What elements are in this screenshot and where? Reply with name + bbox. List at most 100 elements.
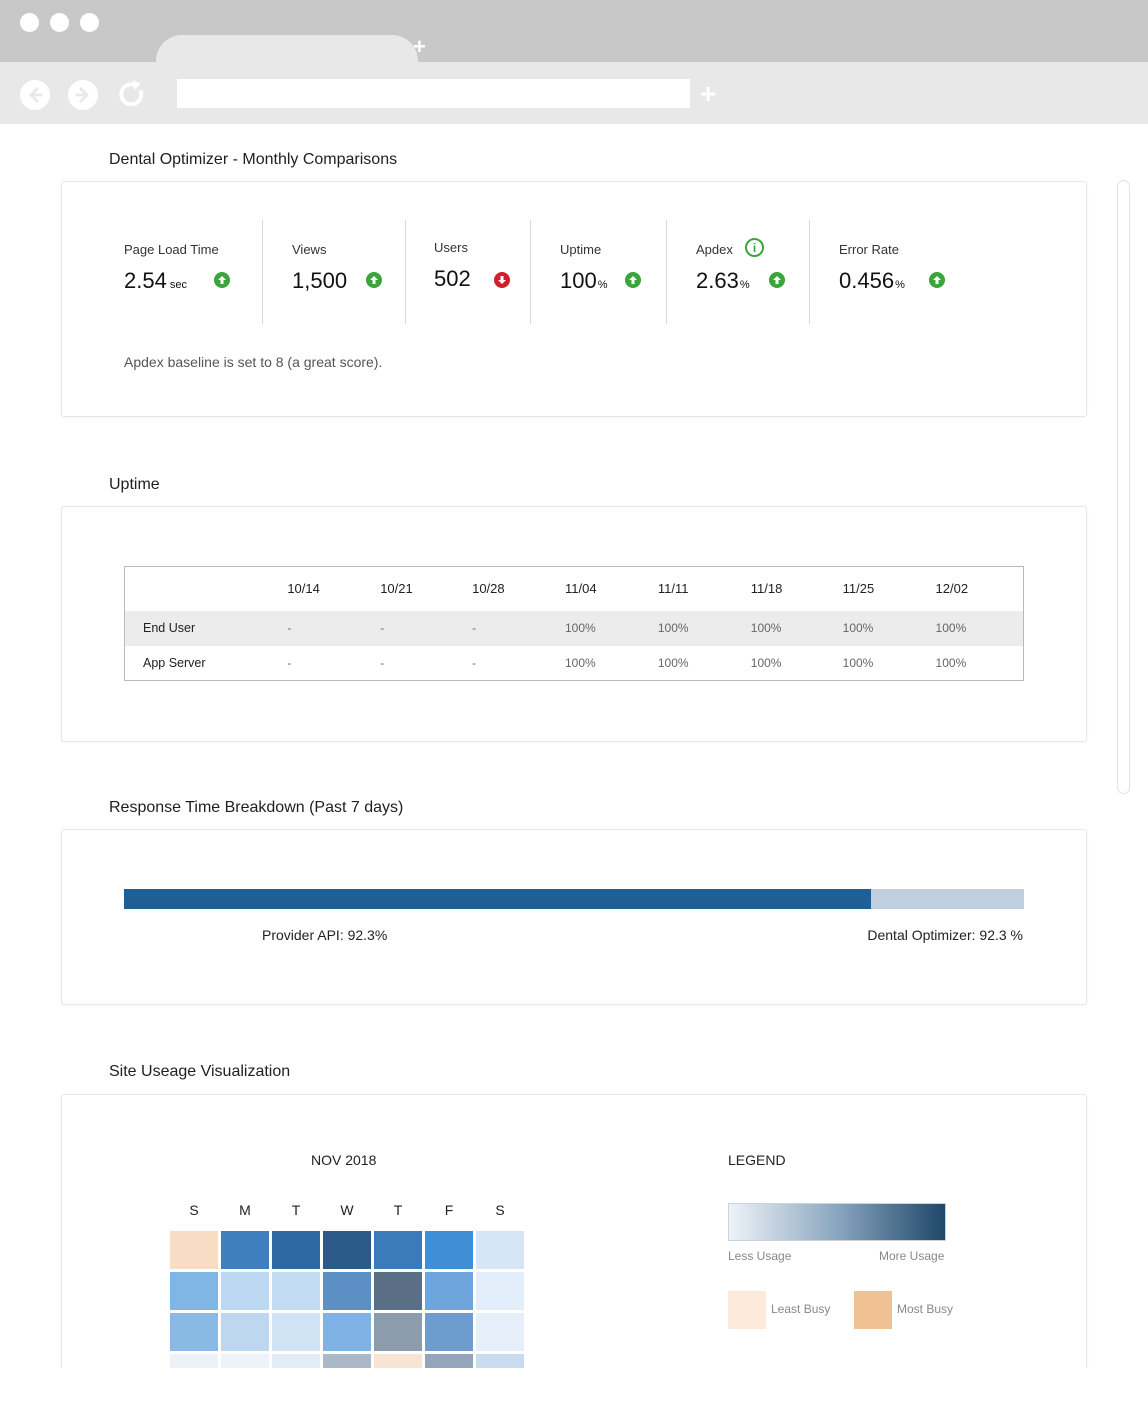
metric-error-rate: Error Rate 0.456%: [839, 222, 979, 324]
site-usage-title: Site Useage Visualization: [109, 1063, 291, 1080]
usage-gradient-legend: [728, 1203, 946, 1241]
metric-label: Page Load Time: [124, 242, 219, 257]
metric-divider: [809, 220, 810, 324]
table-cell: -: [380, 655, 385, 670]
calendar-day-cell[interactable]: [323, 1272, 371, 1310]
table-cell: 100%: [935, 610, 1024, 646]
metric-value: 100%: [560, 268, 608, 293]
response-time-bar: [124, 889, 1024, 909]
calendar-day-cell[interactable]: [425, 1272, 473, 1310]
table-cell: 100%: [657, 655, 689, 670]
table-cell: 100%: [750, 610, 843, 646]
trend-down-icon: [494, 272, 510, 288]
calendar-day-cell[interactable]: [221, 1313, 269, 1351]
table-cell: 100%: [564, 610, 658, 646]
calendar-day-cell[interactable]: [374, 1231, 422, 1269]
browser-tab[interactable]: [156, 35, 418, 63]
metric-page-load-time: Page Load Time 2.54 sec: [124, 222, 264, 324]
table-cell: 100%: [842, 655, 874, 670]
metric-label: Users: [434, 240, 468, 255]
calendar-day-cell[interactable]: [425, 1231, 473, 1269]
table-header: 10/28: [472, 581, 505, 597]
calendar-day-cell[interactable]: [272, 1272, 320, 1310]
reload-icon[interactable]: [116, 78, 148, 110]
table-header: 11/25: [842, 581, 875, 597]
table-cell: -: [287, 610, 381, 646]
new-tab-button[interactable]: +: [413, 34, 426, 59]
calendar-day-cell[interactable]: [221, 1272, 269, 1310]
calendar-day-cell[interactable]: [323, 1313, 371, 1351]
metric-uptime: Uptime 100%: [560, 222, 670, 324]
table-header: 11/18: [750, 581, 783, 597]
table-cell: -: [472, 610, 565, 646]
table-header: 12/02: [935, 581, 969, 597]
calendar-day-cell[interactable]: [323, 1231, 371, 1269]
metric-label: Uptime: [560, 242, 602, 257]
browser-titlebar: +: [0, 0, 1148, 63]
trend-up-icon: [625, 272, 641, 288]
calendar-day-cell[interactable]: [476, 1272, 524, 1310]
table-header: 10/14: [287, 581, 320, 597]
more-usage-label: More Usage: [879, 1249, 945, 1263]
table-cell: 100%: [564, 655, 596, 670]
table-header-empty: [125, 567, 288, 611]
metric-apdex: Apdex i 2.63%: [696, 222, 816, 324]
table-cell: 100%: [935, 655, 967, 670]
calendar-day-cell[interactable]: [272, 1313, 320, 1351]
most-busy-label: Most Busy: [897, 1302, 954, 1316]
calendar-day-cell[interactable]: [425, 1313, 473, 1351]
trend-up-icon: [769, 272, 785, 288]
row-label: End User: [124, 610, 288, 646]
forward-arrow-icon[interactable]: [68, 80, 98, 110]
calendar-day-cell[interactable]: [272, 1231, 320, 1269]
table-cell: 100%: [842, 610, 936, 646]
table-cell: -: [472, 655, 477, 670]
dental-optimizer-label: Dental Optimizer: 92.3 %: [867, 927, 1023, 943]
toolbar-add-button[interactable]: +: [700, 78, 717, 109]
metric-value: 2.54 sec: [124, 268, 187, 293]
table-cell: 100%: [657, 610, 751, 646]
table-header: 11/11: [657, 581, 689, 597]
calendar-day-cell[interactable]: [374, 1313, 422, 1351]
less-usage-label: Less Usage: [728, 1249, 792, 1263]
row-label: App Server: [143, 655, 206, 670]
back-arrow-icon[interactable]: [20, 80, 50, 110]
weekday-label: S: [189, 1202, 199, 1218]
info-icon[interactable]: i: [745, 238, 764, 257]
response-time-title: Response Time Breakdown (Past 7 days): [109, 799, 404, 816]
trend-up-icon: [366, 272, 382, 288]
calendar-day-cell[interactable]: [476, 1231, 524, 1269]
weekday-label: M: [239, 1202, 251, 1218]
table-cell: -: [287, 655, 292, 670]
calendar-day-cell[interactable]: [170, 1272, 218, 1310]
table-header-row: 10/14 10/21 10/28 11/04 11/11 11/18 11/2…: [125, 567, 1024, 611]
apdex-note: Apdex baseline is set to 8 (a great scor…: [124, 354, 383, 370]
calendar-day-cell[interactable]: [170, 1231, 218, 1269]
page-bottom-edge: [0, 1368, 1148, 1422]
metric-divider: [262, 220, 263, 324]
metric-value: 1,500: [292, 268, 348, 293]
most-busy-swatch: [854, 1291, 892, 1329]
window-close-button[interactable]: [20, 13, 39, 32]
address-bar[interactable]: [177, 79, 690, 108]
calendar-day-cell[interactable]: [221, 1231, 269, 1269]
metric-value: 502: [434, 266, 471, 291]
weekday-label: W: [340, 1202, 354, 1218]
metric-label: Apdex: [696, 242, 733, 257]
calendar-month: NOV 2018: [311, 1152, 377, 1168]
provider-api-label: Provider API: 92.3%: [262, 927, 388, 943]
calendar-day-cell[interactable]: [170, 1313, 218, 1351]
calendar-day-cell[interactable]: [476, 1313, 524, 1351]
scrollbar[interactable]: [1117, 180, 1130, 794]
metric-label: Views: [292, 242, 327, 257]
legend-title: LEGEND: [728, 1152, 786, 1168]
metric-value: 2.63%: [696, 268, 750, 293]
metric-divider: [666, 220, 667, 324]
metric-value: 0.456%: [839, 268, 905, 293]
weekday-label: F: [444, 1202, 454, 1218]
weekday-label: T: [393, 1202, 403, 1218]
window-minimize-button[interactable]: [50, 13, 69, 32]
window-maximize-button[interactable]: [80, 13, 99, 32]
metric-divider: [530, 220, 531, 324]
calendar-day-cell[interactable]: [374, 1272, 422, 1310]
